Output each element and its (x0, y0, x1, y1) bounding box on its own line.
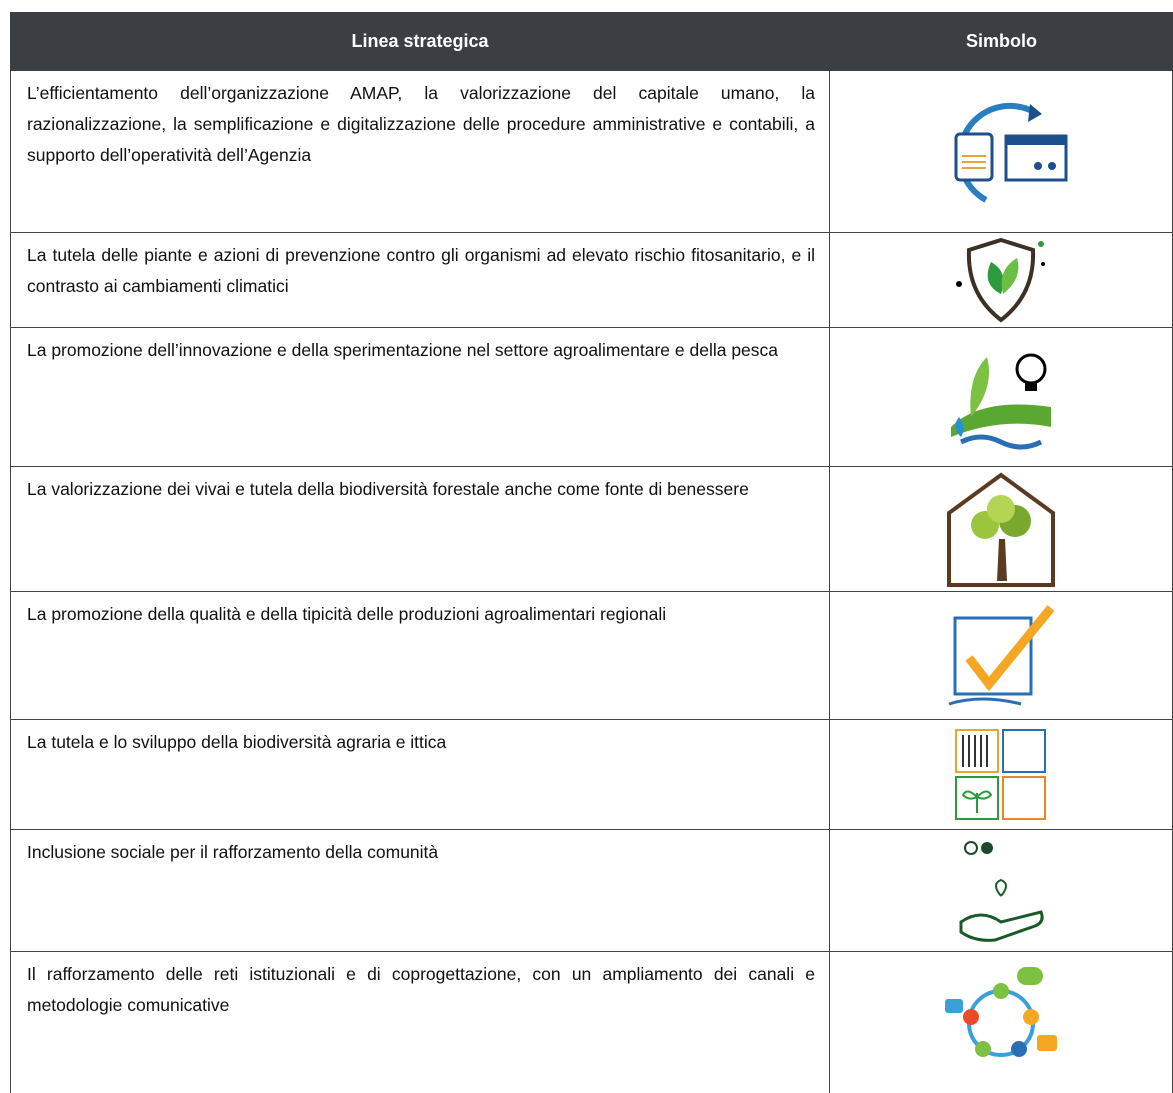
row-text: Il rafforzamento delle reti istituzional… (10, 952, 830, 1093)
symbol-cell (830, 592, 1173, 720)
row-text: La valorizzazione dei vivai e tutela del… (10, 467, 830, 592)
symbol-cell (830, 328, 1173, 467)
icon (956, 237, 1045, 323)
row-text: La tutela delle piante e azioni di preve… (10, 233, 830, 328)
icon (947, 472, 1055, 587)
icon (955, 728, 1046, 820)
header-cell: Simbolo (830, 12, 1173, 71)
row-text: La promozione dell’innovazione e della s… (10, 328, 830, 467)
icon (959, 840, 1044, 942)
icon (945, 966, 1057, 1057)
header-cell: Linea strategica (10, 12, 830, 71)
row-text: Inclusione sociale per il rafforzamento … (10, 830, 830, 952)
symbol-cell (830, 71, 1173, 233)
symbol-cell (830, 952, 1173, 1093)
row-text: La tutela e lo sviluppo della biodiversi… (10, 720, 830, 830)
symbol-cell (830, 233, 1173, 328)
symbol-cell (830, 467, 1173, 592)
row-text: La promozione della qualità e della tipi… (10, 592, 830, 720)
symbol-cell (830, 720, 1173, 830)
icon (951, 353, 1051, 450)
row-text: L’efficientamento dell’organizzazione AM… (10, 71, 830, 233)
icon (954, 102, 1068, 203)
symbol-cell (830, 830, 1173, 952)
icon (948, 604, 1055, 705)
